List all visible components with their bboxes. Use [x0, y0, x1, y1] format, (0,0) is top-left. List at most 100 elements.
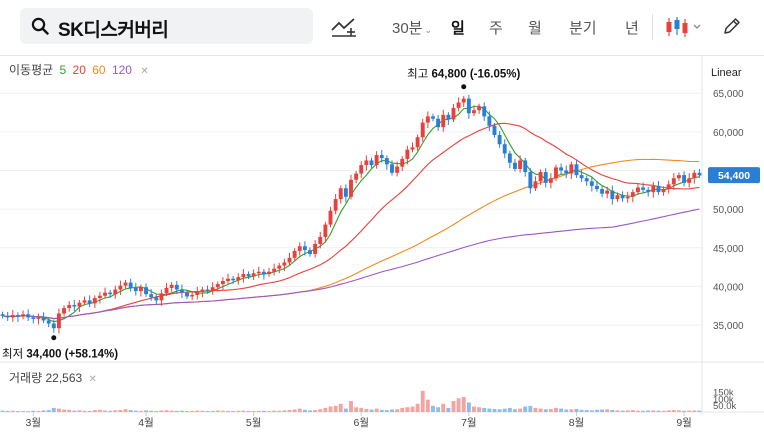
- volume-tick-label: 100k: [713, 394, 734, 405]
- volume-bar: [451, 401, 456, 412]
- volume-bar: [251, 411, 256, 412]
- candle-body: [308, 250, 312, 254]
- candle-body: [420, 122, 425, 138]
- candle-body: [174, 284, 179, 290]
- candle-body: [267, 271, 271, 275]
- volume-bar: [482, 407, 487, 412]
- close-icon[interactable]: ✕: [88, 374, 97, 385]
- volume-value: 22,563: [45, 371, 83, 385]
- toolbar-divider: [652, 14, 653, 40]
- volume-bar: [56, 408, 61, 412]
- candle-body: [390, 164, 394, 173]
- candle-body: [236, 277, 241, 281]
- volume-bar: [682, 410, 687, 412]
- volume-bar: [231, 411, 236, 412]
- volume-bar: [595, 409, 599, 412]
- volume-legend[interactable]: 거래량 22,563 ✕: [9, 369, 97, 386]
- volume-bar: [425, 399, 430, 412]
- compare-chart-icon[interactable]: [330, 14, 358, 40]
- candle-body: [579, 175, 584, 179]
- candlestick-type-icon[interactable]: [664, 14, 704, 40]
- candle-body: [195, 291, 200, 295]
- scale-type-button[interactable]: Linear: [711, 67, 742, 79]
- tab-monthly[interactable]: 월: [528, 20, 542, 37]
- x-tick-label: 4월: [138, 417, 154, 429]
- volume-bar: [692, 410, 697, 412]
- tab-yearly[interactable]: 년: [625, 20, 639, 37]
- tab-weekly[interactable]: 주: [489, 20, 503, 37]
- candle-body: [600, 189, 605, 194]
- candle-body: [610, 190, 615, 200]
- volume-bar: [210, 410, 215, 412]
- pencil-icon[interactable]: [722, 16, 742, 36]
- volume-bar: [256, 410, 261, 412]
- high-value: 64,800 (-16.05%): [431, 69, 520, 81]
- volume-bar: [472, 406, 476, 412]
- volume-bar: [174, 410, 179, 412]
- candle-body: [5, 315, 10, 318]
- volume-bar: [179, 410, 184, 412]
- search-icon[interactable]: [31, 17, 49, 35]
- x-tick-label: 3월: [26, 417, 42, 429]
- candle-body: [292, 250, 297, 258]
- candle-body: [666, 184, 671, 190]
- volume-bar: [287, 410, 292, 412]
- y-tick-label: 35,000: [713, 321, 744, 332]
- tab-quarterly[interactable]: 분기: [569, 20, 597, 37]
- candle-body: [497, 134, 502, 145]
- tab-30min[interactable]: 30분 ⌄: [392, 20, 433, 37]
- candle-body: [477, 106, 482, 111]
- candle-body: [676, 175, 681, 179]
- volume-bar: [676, 410, 681, 412]
- volume-bar: [67, 409, 72, 412]
- volume-bar: [205, 411, 210, 412]
- volume-bar: [384, 410, 389, 412]
- candle-body: [425, 116, 430, 123]
- volume-bar: [108, 410, 113, 412]
- stock-search-box[interactable]: SK디스커버리: [20, 8, 313, 44]
- ma-period-5: 5: [59, 63, 67, 77]
- volume-bar: [651, 410, 656, 412]
- candle-body: [384, 158, 389, 165]
- volume-bar: [492, 409, 497, 412]
- x-tick-label: 9월: [676, 417, 692, 429]
- chevron-down-icon: ⌄: [424, 25, 433, 35]
- close-icon[interactable]: ✕: [140, 66, 149, 77]
- price-chart[interactable]: 65,00060,00055,00050,00045,00040,00035,0…: [0, 56, 764, 433]
- volume-bar: [528, 405, 533, 412]
- candle-body: [625, 196, 630, 199]
- volume-bar: [292, 409, 297, 412]
- volume-bar: [220, 410, 225, 412]
- volume-bar: [36, 410, 41, 412]
- candle-body: [297, 246, 302, 251]
- ma-period-120: 120: [111, 63, 132, 77]
- ma-period-60: 60: [92, 63, 106, 77]
- volume-bar: [318, 409, 323, 412]
- volume-label: 거래량: [9, 371, 43, 385]
- candle-body: [671, 178, 676, 185]
- candle-body: [349, 179, 353, 197]
- low-annotation: 최저 34,400 (+58.14%): [2, 348, 118, 361]
- volume-bar: [513, 409, 517, 412]
- candle-body: [118, 285, 123, 290]
- volume-bar: [103, 410, 107, 412]
- volume-bar: [461, 397, 466, 412]
- candle-body: [41, 317, 46, 321]
- volume-bar: [400, 407, 405, 412]
- volume-bar: [272, 410, 277, 412]
- candle-body: [569, 164, 574, 174]
- volume-bar: [31, 410, 36, 412]
- candle-body: [205, 289, 210, 292]
- moving-average-legend[interactable]: 이동평균 5 20 60 120 ✕: [9, 61, 152, 78]
- tab-daily[interactable]: 일: [451, 20, 465, 37]
- candle-body: [302, 246, 307, 251]
- volume-bar: [236, 410, 241, 412]
- volume-bar: [92, 410, 97, 412]
- stock-name[interactable]: SK디스커버리: [58, 20, 169, 41]
- candle-body: [589, 181, 594, 186]
- candle-body: [323, 224, 328, 237]
- volume-bar: [666, 410, 671, 412]
- volume-bar: [415, 403, 420, 412]
- candle-body: [615, 195, 620, 200]
- ma-line-5: [2, 105, 700, 323]
